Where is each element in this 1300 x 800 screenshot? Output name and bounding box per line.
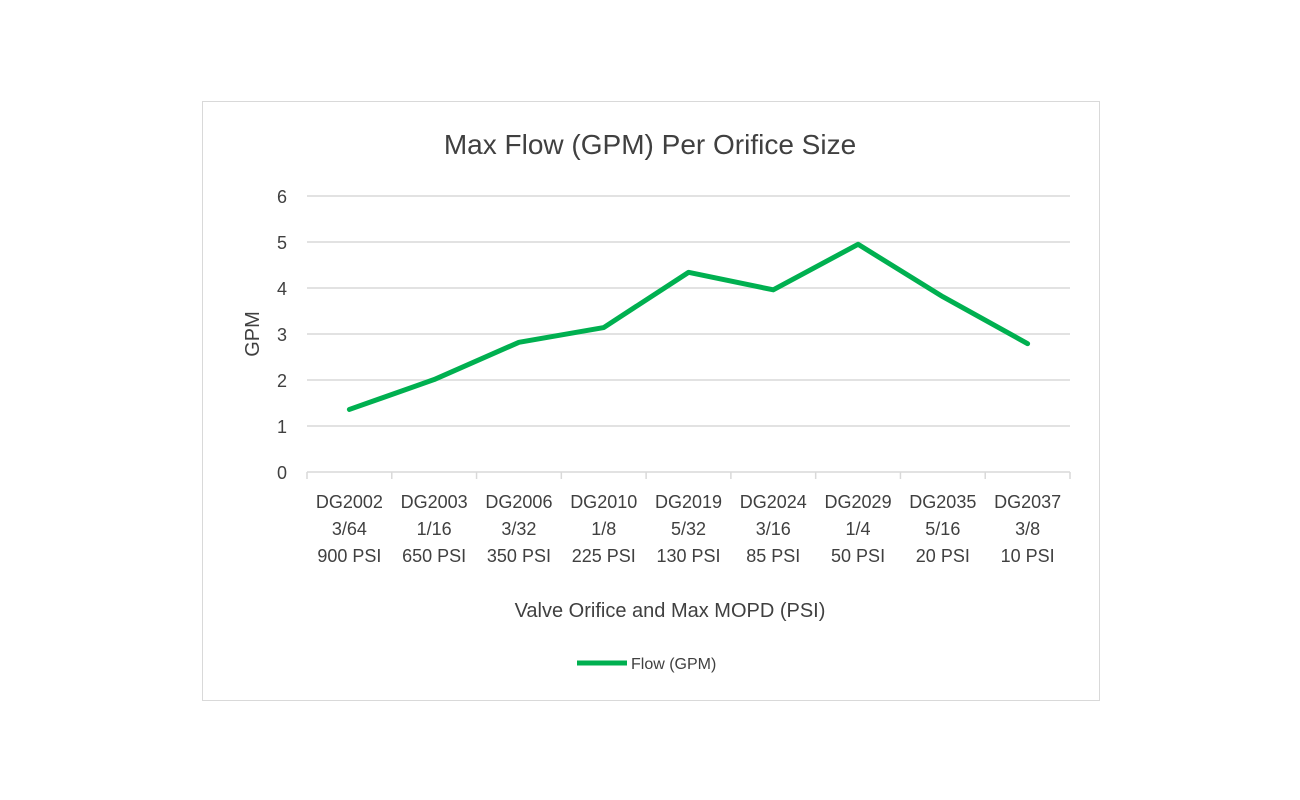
- y-tick-label: 6: [277, 187, 287, 207]
- x-tick-label: 900 PSI: [317, 546, 381, 566]
- y-tick-label: 0: [277, 463, 287, 483]
- x-tick-label: 3/32: [501, 519, 536, 539]
- series-line: [346, 241, 1031, 412]
- x-tick-label: 5/16: [925, 519, 960, 539]
- x-tick-label: 1/16: [417, 519, 452, 539]
- x-tick-label: 10 PSI: [1001, 546, 1055, 566]
- x-tick-label: 20 PSI: [916, 546, 970, 566]
- x-tick-label: DG2035: [909, 492, 976, 512]
- y-tick-label: 1: [277, 417, 287, 437]
- x-tick-label: DG2037: [994, 492, 1061, 512]
- x-tick-label: 3/16: [756, 519, 791, 539]
- x-tick-label: DG2029: [825, 492, 892, 512]
- y-tick-label: 4: [277, 279, 287, 299]
- x-tick-label: DG2010: [570, 492, 637, 512]
- y-axis-label: GPM: [242, 311, 264, 357]
- x-tick-label: DG2019: [655, 492, 722, 512]
- x-axis-label: Valve Orifice and Max MOPD (PSI): [515, 600, 826, 622]
- x-tick-label: 3/64: [332, 519, 367, 539]
- y-tick-label: 5: [277, 233, 287, 253]
- x-tick-label: 130 PSI: [656, 546, 720, 566]
- x-tick-label: 1/8: [591, 519, 616, 539]
- y-tick-label: 3: [277, 325, 287, 345]
- x-tick-label: 50 PSI: [831, 546, 885, 566]
- chart-title: Max Flow (GPM) Per Orifice Size: [444, 129, 856, 160]
- x-tick-label: 1/4: [846, 519, 871, 539]
- x-tick-label: 225 PSI: [572, 546, 636, 566]
- y-tick-label: 2: [277, 371, 287, 391]
- x-tick-label: 650 PSI: [402, 546, 466, 566]
- x-tick-label: 3/8: [1015, 519, 1040, 539]
- x-tick-label: DG2024: [740, 492, 807, 512]
- x-tick-label: 350 PSI: [487, 546, 551, 566]
- legend-label: Flow (GPM): [631, 656, 716, 673]
- chart-area: [202, 101, 1100, 701]
- x-tick-label: DG2006: [485, 492, 552, 512]
- x-tick-label: 5/32: [671, 519, 706, 539]
- x-tick-label: DG2003: [401, 492, 468, 512]
- x-tick-label: 85 PSI: [746, 546, 800, 566]
- x-tick-label: DG2002: [316, 492, 383, 512]
